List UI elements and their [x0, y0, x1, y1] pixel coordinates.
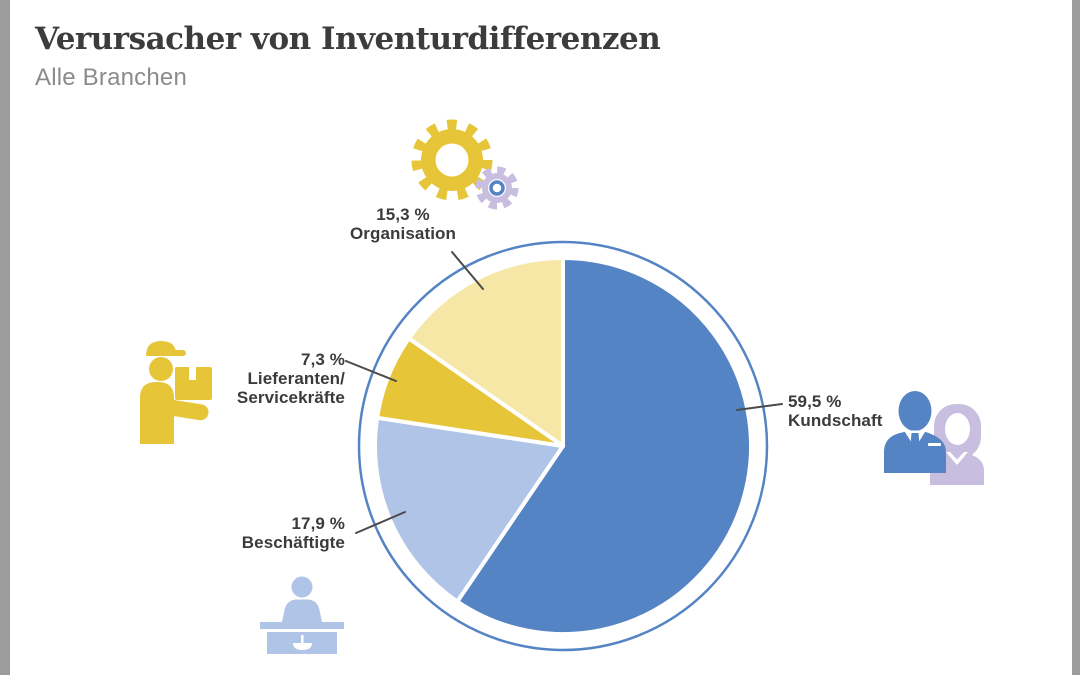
- pie-slices: [373, 256, 754, 636]
- cashier-counter-icon: [260, 576, 344, 654]
- label-beschaeftigte: 17,9 % Beschäftigte: [242, 514, 345, 552]
- organisation-name: Organisation: [349, 224, 457, 243]
- register-stem: [301, 635, 304, 643]
- delivery-worker-box-icon: [140, 341, 212, 444]
- beschaeftigte-name: Beschäftigte: [241, 533, 345, 552]
- beschaeftigte-pct: 17,9 %: [291, 514, 345, 533]
- label-lieferanten: 7,3 % Lieferanten/ Servicekräfte: [237, 350, 345, 407]
- customer-man: [884, 391, 946, 473]
- kundschaft-pct: 59,5 %: [788, 392, 842, 411]
- label-organisation: 15,3 % Organisation: [303, 205, 503, 243]
- page-subtitle: Alle Branchen: [35, 63, 188, 91]
- man-pocket-square: [928, 443, 941, 446]
- worker-arm: [160, 399, 209, 421]
- counter-top: [260, 622, 344, 629]
- pie-slice-besch-ftigte: [373, 415, 565, 604]
- right-gray-border: [1072, 0, 1080, 675]
- worker-body: [140, 382, 174, 444]
- man-tie: [910, 433, 920, 465]
- leader-line-lieferanten: [345, 360, 397, 382]
- lieferanten-line1: Lieferanten/: [247, 369, 345, 388]
- man-head: [898, 391, 932, 431]
- left-gray-border: [0, 0, 10, 675]
- register-bowl: [293, 643, 312, 650]
- pie-chart: [357, 240, 769, 652]
- header: Verursacher von Inventurdifferenzen Alle…: [35, 21, 661, 92]
- pie-outer-ring: [357, 240, 769, 652]
- page-title: Verursacher von Inventurdifferenzen: [35, 21, 661, 57]
- big-gear-hole: [435, 143, 469, 177]
- gears-icon: [411, 119, 519, 210]
- lieferanten-pct: 7,3 %: [301, 350, 345, 369]
- package-notch: [189, 367, 196, 380]
- package-box: [175, 367, 212, 400]
- woman-collar: [950, 452, 964, 460]
- customers-pair-icon: [884, 391, 984, 485]
- small-gear-teeth: [475, 166, 519, 210]
- organisation-pct: 15,3 %: [376, 205, 430, 224]
- kundschaft-name: Kundschaft: [788, 411, 883, 430]
- lieferanten-line2: Servicekräfte: [236, 388, 345, 407]
- woman-face: [945, 413, 970, 445]
- worker-head: [149, 357, 173, 381]
- cashier-bust: [282, 599, 322, 622]
- small-gear-ring: [489, 180, 505, 196]
- leader-line-beschaeftigte: [355, 511, 406, 534]
- big-gear-teeth: [411, 119, 493, 201]
- label-kundschaft: 59,5 % Kundschaft: [788, 392, 883, 430]
- pie-slice-kundschaft: [455, 256, 754, 636]
- cashier-head: [291, 576, 313, 598]
- leader-line-kundschaft: [736, 403, 783, 411]
- leader-line-organisation: [451, 251, 484, 290]
- worker-cap-brim: [161, 350, 186, 356]
